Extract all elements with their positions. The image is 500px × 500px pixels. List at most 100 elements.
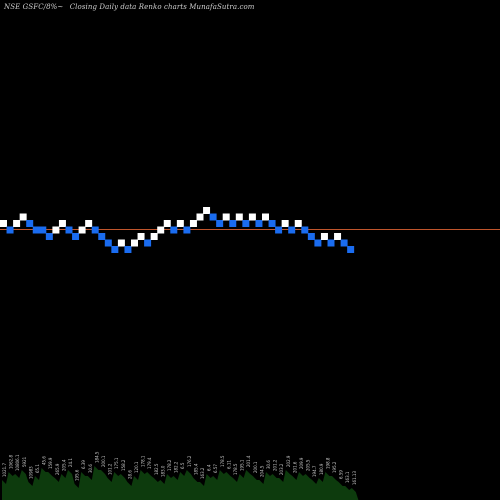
renko-brick-down bbox=[255, 220, 263, 227]
volume-label: 10983 bbox=[28, 466, 33, 479]
volume-label: 28.6 bbox=[127, 470, 132, 479]
renko-brick-down bbox=[275, 226, 283, 234]
renko-brick-up bbox=[157, 226, 165, 234]
volume-label: 178.5 bbox=[233, 463, 238, 475]
renko-brick-down bbox=[6, 226, 14, 234]
volume-label: 200.1 bbox=[253, 461, 258, 473]
volume-label: 184.5 bbox=[94, 451, 99, 463]
renko-brick-down bbox=[209, 213, 217, 221]
renko-brick-down bbox=[288, 226, 296, 234]
volume-label: 101.2 bbox=[108, 463, 113, 475]
renko-brick-down bbox=[314, 239, 322, 247]
renko-brick-up bbox=[334, 233, 342, 240]
volume-label: 195.2 bbox=[332, 461, 337, 473]
renko-brick-up bbox=[176, 220, 184, 227]
renko-brick-down bbox=[104, 239, 112, 247]
renko-brick-up bbox=[117, 239, 125, 247]
chart-header: NSE GSFC/8%~ Closing Daily data Renko ch… bbox=[4, 3, 259, 11]
renko-brick-down bbox=[242, 220, 250, 227]
volume-label: 175.1 bbox=[114, 457, 119, 469]
volume-label: 45.6 bbox=[42, 456, 47, 465]
volume-label: 5921 bbox=[22, 456, 27, 467]
renko-brick-down bbox=[39, 226, 47, 234]
renko-brick-down bbox=[268, 220, 276, 227]
volume-label: 176.2 bbox=[187, 455, 192, 467]
volume-label: 10806.1 bbox=[15, 454, 20, 471]
volume-label: 194.7 bbox=[312, 465, 317, 477]
renko-brick-up bbox=[294, 220, 302, 227]
renko-brick-down bbox=[32, 226, 40, 234]
renko-brick-down bbox=[216, 220, 224, 227]
renko-brick-down bbox=[183, 226, 191, 234]
volume-label: 183.0 bbox=[160, 465, 165, 477]
volume-label: 30.6 bbox=[266, 460, 271, 469]
renko-brick-up bbox=[131, 239, 138, 247]
volume-label: 182.5 bbox=[154, 463, 159, 475]
renko-brick-up bbox=[0, 220, 7, 227]
volume-label: 6.5 bbox=[180, 462, 185, 469]
renko-brick-down bbox=[327, 239, 335, 247]
renko-brick-down bbox=[65, 226, 73, 234]
renko-brick-down bbox=[45, 233, 53, 240]
renko-brick-down bbox=[347, 246, 355, 253]
renko-brick-down bbox=[144, 239, 152, 247]
volume-label: 265.9 bbox=[55, 463, 60, 475]
renko-brick-down bbox=[91, 226, 99, 234]
volume-label: 195.1 bbox=[240, 459, 245, 471]
renko-brick-up bbox=[320, 233, 328, 240]
volume-label: 178.5 bbox=[220, 455, 225, 467]
volume-label: 179.4 bbox=[147, 457, 152, 469]
volume-label: 209.9 bbox=[299, 457, 304, 469]
renko-brick-down bbox=[229, 220, 237, 227]
renko-brick-up bbox=[19, 213, 27, 221]
volume-area bbox=[2, 466, 359, 500]
chart-description: Closing Daily data Renko charts MunafaSu… bbox=[69, 3, 255, 11]
renko-brick-up bbox=[150, 233, 158, 240]
renko-brick-down bbox=[111, 246, 119, 253]
renko-brick-up bbox=[78, 226, 86, 234]
volume-label: 201.2 bbox=[273, 459, 278, 471]
renko-brick-up bbox=[235, 213, 243, 221]
volume-label: 205.4 bbox=[61, 459, 66, 471]
volume-label: 201.6 bbox=[292, 461, 297, 473]
volume-label: 163.1 bbox=[345, 471, 350, 483]
symbol-label: NSE GSFC/8%~ bbox=[4, 3, 64, 11]
volume-silhouette bbox=[2, 466, 359, 500]
renko-brick-up bbox=[189, 220, 197, 227]
renko-brick-up bbox=[281, 220, 289, 227]
volume-label: 163.2 bbox=[200, 467, 205, 479]
renko-brick-up bbox=[85, 220, 93, 227]
volume-label: 6.59 bbox=[339, 470, 344, 479]
volume-label: 6.4 bbox=[207, 464, 212, 471]
volume-label: 1021.7 bbox=[2, 463, 7, 477]
renko-brick-up bbox=[222, 213, 230, 221]
volume-label: 198.8 bbox=[325, 457, 330, 469]
renko-brick-up bbox=[137, 233, 145, 240]
renko-brick-up bbox=[262, 213, 269, 221]
volume-label: 202.9 bbox=[286, 455, 291, 467]
renko-brick-up bbox=[52, 226, 60, 234]
renko-brick-down bbox=[72, 233, 80, 240]
volume-label: 6.39 bbox=[81, 460, 86, 469]
renko-brick-down bbox=[307, 233, 315, 240]
volume-label: 1062.8 bbox=[9, 455, 14, 469]
renko-brick-up bbox=[196, 213, 204, 221]
renko-brick-down bbox=[26, 220, 34, 227]
volume-label: 6.11 bbox=[226, 460, 231, 469]
volume-label: 185.4 bbox=[193, 463, 198, 475]
renko-brick-up bbox=[163, 220, 171, 227]
renko-brick-up bbox=[248, 213, 256, 221]
volume-label: 203.2 bbox=[279, 463, 284, 475]
renko-brick-down bbox=[340, 239, 348, 247]
volume-label: 178.2 bbox=[167, 459, 172, 471]
volume-label: 159.9 bbox=[48, 457, 53, 469]
renko-brick-up bbox=[58, 220, 66, 227]
renko-brick-down bbox=[124, 246, 132, 253]
renko-brick-up bbox=[13, 220, 21, 227]
renko-brick-down bbox=[98, 233, 106, 240]
volume-label: 200.1 bbox=[101, 455, 106, 467]
volume-label: 158.2 bbox=[121, 459, 126, 471]
